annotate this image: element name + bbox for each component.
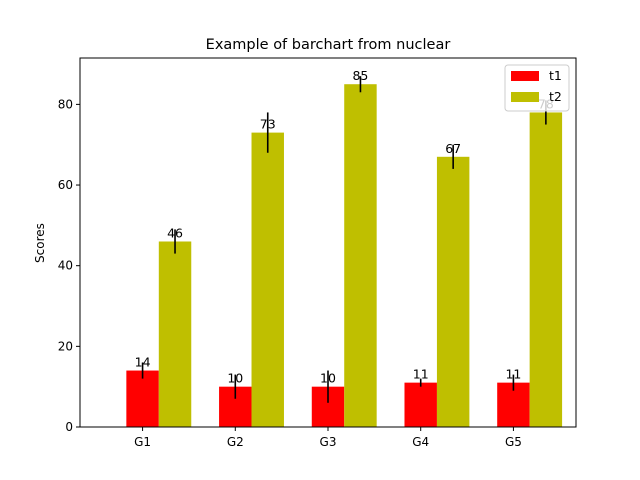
x-tick-label-G3: G3 bbox=[320, 435, 337, 449]
bar-value-label-t2-G2: 73 bbox=[260, 117, 276, 132]
y-tick-label-60: 60 bbox=[58, 178, 73, 192]
y-axis-label: Scores bbox=[33, 223, 47, 263]
bar-t2-G3 bbox=[344, 84, 377, 428]
legend: t1 t2 bbox=[504, 64, 570, 112]
y-axis: 0 20 40 60 80 bbox=[58, 97, 80, 434]
y-tick-label-20: 20 bbox=[58, 339, 73, 353]
x-tick-label-G1: G1 bbox=[134, 435, 151, 449]
bar-value-label-t1-G2: 10 bbox=[227, 371, 243, 386]
chart-title: Example of barchart from nuclear bbox=[206, 37, 451, 53]
legend-label-t2: t2 bbox=[549, 89, 562, 104]
bar-value-label-t1-G5: 11 bbox=[505, 367, 521, 382]
y-tick-label-0: 0 bbox=[65, 420, 73, 434]
x-tick-label-G2: G2 bbox=[227, 435, 244, 449]
bar-labels-layer: 14101011114673856778 bbox=[135, 68, 554, 385]
bar-t2-G2 bbox=[251, 132, 284, 427]
legend-label-t1: t1 bbox=[549, 68, 562, 83]
bar-t1-G4 bbox=[404, 382, 437, 427]
bar-value-label-t1-G3: 10 bbox=[320, 371, 336, 386]
error-bars-layer bbox=[141, 76, 547, 403]
y-tick-label-40: 40 bbox=[58, 259, 73, 273]
bar-value-label-t2-G4: 67 bbox=[445, 141, 461, 156]
legend-swatch-t2 bbox=[511, 92, 539, 102]
bar-t2-G4 bbox=[436, 156, 470, 427]
legend-swatch-t1 bbox=[511, 71, 539, 81]
bar-value-label-t1-G4: 11 bbox=[413, 367, 429, 382]
x-tick-label-G5: G5 bbox=[505, 435, 522, 449]
bar-value-label-t2-G3: 85 bbox=[352, 68, 368, 83]
bar-t1-G1 bbox=[126, 370, 159, 427]
bars-layer bbox=[126, 84, 563, 428]
bar-value-label-t1-G1: 14 bbox=[135, 355, 151, 370]
bar-t2-G5 bbox=[529, 112, 563, 427]
bar-t2-G1 bbox=[158, 241, 192, 427]
y-tick-label-80: 80 bbox=[58, 97, 73, 111]
bar-value-label-t2-G1: 46 bbox=[167, 225, 183, 240]
x-axis: G1 G2 G3 G4 G5 bbox=[134, 427, 522, 449]
x-tick-label-G4: G4 bbox=[412, 435, 429, 449]
